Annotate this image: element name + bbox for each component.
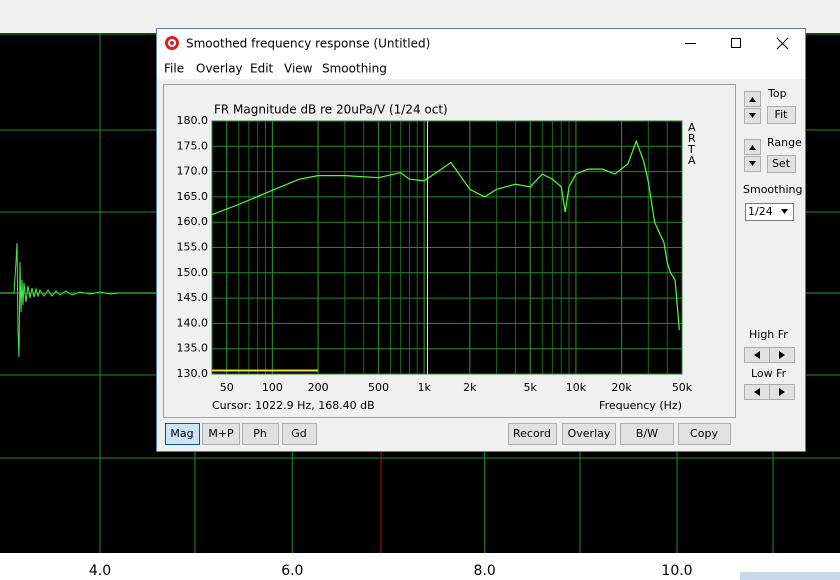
- x-tick-label: 1k: [417, 381, 431, 394]
- button[interactable]: Copy: [678, 423, 731, 445]
- bg-bottom: [0, 553, 840, 580]
- spin-up[interactable]: [744, 91, 761, 107]
- menu-item[interactable]: Edit: [250, 62, 274, 76]
- x-axis-label: Frequency (Hz): [599, 399, 682, 412]
- spin-up[interactable]: [744, 139, 761, 155]
- y-tick-label: 170.0: [177, 165, 209, 178]
- label: Top: [767, 87, 787, 100]
- menu-bar: [157, 58, 805, 79]
- y-tick-label: 150.0: [177, 266, 209, 279]
- y-tick-label: 140.0: [177, 316, 209, 329]
- tab-button[interactable]: Ph: [242, 423, 279, 445]
- close[interactable]: [776, 37, 789, 50]
- arrow-right[interactable]: [769, 384, 795, 400]
- x-tick-label: 50: [220, 381, 234, 394]
- bg-x-tick-label: 4.0: [89, 563, 111, 579]
- combo-box[interactable]: 1/24: [745, 203, 794, 221]
- menu-item[interactable]: Overlay: [196, 62, 243, 76]
- svg-text:M+P: M+P: [208, 427, 234, 440]
- svg-text:Ph: Ph: [253, 427, 267, 440]
- chart-title: FR Magnitude dB re 20uPa/V (1/24 oct): [214, 103, 448, 117]
- bg-top: [0, 0, 840, 33]
- button[interactable]: B/W: [620, 423, 674, 445]
- x-tick-label: 20k: [611, 381, 632, 394]
- svg-text:Set: Set: [772, 157, 791, 170]
- spin-down[interactable]: [744, 108, 761, 124]
- maximize[interactable]: [731, 38, 741, 48]
- title-bar: [157, 29, 805, 58]
- spin-down[interactable]: [744, 156, 761, 172]
- plot-border: [211, 120, 683, 375]
- plot: 130.0 135.0 140.0 145.0 150.0 155.0 160.0 165.0…: [177, 114, 693, 394]
- svg-text:Overlay: Overlay: [568, 427, 611, 440]
- app-icon-mark: [168, 39, 176, 47]
- x-tick-label: 500: [368, 381, 389, 394]
- svg-text:Copy: Copy: [690, 427, 718, 440]
- arrow-right[interactable]: [769, 347, 795, 363]
- x-tick-label: 200: [308, 381, 329, 394]
- svg-text:Fit: Fit: [775, 108, 789, 121]
- app-icon: [165, 36, 179, 50]
- bg-x-tick-label: 10.0: [661, 563, 692, 579]
- svg-text:1/24: 1/24: [748, 205, 773, 218]
- tab-button[interactable]: Gd: [282, 423, 317, 445]
- menu-item[interactable]: File: [164, 62, 184, 76]
- tab-button[interactable]: Mag: [165, 423, 200, 445]
- svg-text:B/W: B/W: [636, 427, 658, 440]
- y-tick-label: 175.0: [177, 139, 209, 152]
- y-tick-label: 155.0: [177, 241, 209, 254]
- svg-text:Mag: Mag: [170, 427, 193, 440]
- window-title: Smoothed frequency response (Untitled): [186, 37, 430, 51]
- label: High Fr: [749, 328, 788, 341]
- menu-item[interactable]: Smoothing: [322, 62, 387, 76]
- y-tick-label: 130.0: [177, 367, 209, 380]
- button[interactable]: Record: [508, 423, 557, 445]
- y-tick-label: 135.0: [177, 342, 209, 355]
- x-tick-label: 100: [262, 381, 283, 394]
- cursor-readout: Cursor: 1022.9 Hz, 168.40 dB: [212, 399, 375, 412]
- button[interactable]: Overlay: [562, 423, 616, 445]
- x-tick-label: 50k: [672, 381, 693, 394]
- label: Smoothing: [743, 183, 802, 196]
- bg-corner: [740, 572, 840, 580]
- svg-text:Gd: Gd: [291, 427, 307, 440]
- menu-item[interactable]: View: [284, 62, 313, 76]
- bg-x-tick-label: 6.0: [281, 563, 303, 579]
- button[interactable]: Fit: [767, 106, 796, 124]
- bg-x-tick-label: 8.0: [474, 563, 496, 579]
- bg-impulse: [0, 242, 157, 358]
- arrow-left[interactable]: [744, 347, 770, 363]
- tab-button[interactable]: M+P: [202, 423, 240, 445]
- button[interactable]: Set: [767, 155, 796, 173]
- x-tick-label: 10k: [566, 381, 587, 394]
- arrow-left[interactable]: [744, 384, 770, 400]
- y-tick-label: 145.0: [177, 291, 209, 304]
- x-tick-label: 2k: [463, 381, 477, 394]
- label: Low Fr: [751, 367, 787, 380]
- label: Range: [767, 136, 802, 149]
- y-tick-label: 180.0: [177, 114, 209, 127]
- svg-text:Record: Record: [513, 427, 551, 440]
- y-tick-label: 165.0: [177, 190, 209, 203]
- response-curve: [211, 139, 680, 331]
- y-tick-label: 160.0: [177, 215, 209, 228]
- x-tick-label: 5k: [524, 381, 538, 394]
